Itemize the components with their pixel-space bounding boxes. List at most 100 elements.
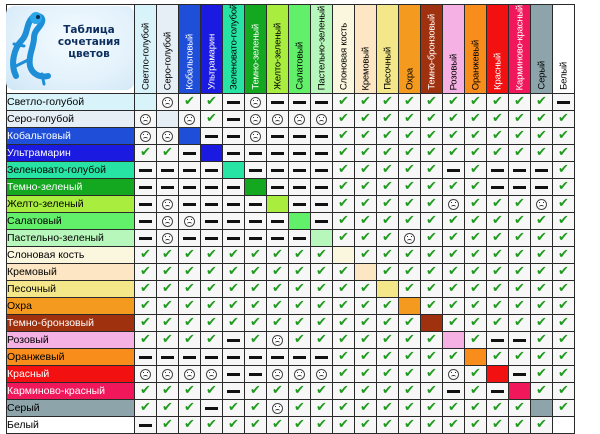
match-cell: ✔: [508, 263, 531, 281]
checkmark-icon: ✔: [536, 417, 547, 432]
row-header-label: Оранжевый: [6, 348, 135, 366]
match-cell: ✔: [464, 365, 487, 383]
match-cell: ✔: [178, 416, 201, 434]
checkmark-icon: ✔: [448, 315, 459, 330]
gecko-logo-icon: [10, 12, 51, 86]
dash-icon: [513, 372, 526, 376]
match-cell: [552, 93, 575, 111]
match-cell: ✔: [178, 93, 201, 111]
checkmark-icon: ✔: [250, 281, 261, 296]
match-cell: ✔: [332, 127, 355, 145]
checkmark-icon: ✔: [426, 298, 437, 313]
checkmark-icon: ✔: [272, 247, 283, 262]
checkmark-icon: ✔: [140, 264, 151, 279]
dash-icon: [205, 406, 218, 410]
checkmark-icon: ✔: [294, 281, 305, 296]
match-cell: ✔: [134, 246, 157, 264]
column-header-label: Светло-голубой: [140, 23, 151, 90]
column-header-label: Ультрамарин: [206, 34, 217, 90]
column-header-label: Карминово-красный: [514, 4, 525, 91]
checkmark-icon: ✔: [448, 179, 459, 194]
match-cell: ✔: [486, 280, 509, 298]
match-cell: ✔: [156, 246, 179, 264]
match-cell: ✔: [354, 93, 377, 111]
dash-icon: [315, 151, 328, 155]
match-cell: [134, 416, 157, 434]
checkmark-icon: ✔: [448, 94, 459, 109]
match-cell: [222, 110, 245, 128]
match-cell: ✔: [288, 280, 311, 298]
checkmark-icon: ✔: [558, 247, 569, 262]
table-row: Розовый ✔ ✔ ✔ ✔ ✔ ✔ ✔ ✔ ✔ ✔ ✔ ✔ ✔ ✔ ✔: [6, 331, 575, 349]
match-cell: ✔: [332, 416, 355, 434]
match-cell: ✔: [420, 348, 443, 366]
column-header: Серо-голубой: [156, 4, 179, 94]
match-cell: ✔: [376, 246, 399, 264]
match-cell: ✔: [398, 314, 421, 332]
checkmark-icon: ✔: [338, 315, 349, 330]
match-cell: [530, 195, 553, 213]
match-cell: ✔: [486, 212, 509, 230]
dash-icon: [293, 202, 306, 206]
checkmark-icon: ✔: [206, 247, 217, 262]
dash-icon: [249, 372, 262, 376]
match-cell: [486, 161, 509, 179]
dash-icon: [205, 168, 218, 172]
checkmark-icon: ✔: [184, 94, 195, 109]
title-text: Таблица сочетания цветов: [44, 24, 134, 60]
dash-icon: [205, 202, 218, 206]
match-cell: [266, 93, 289, 111]
checkmark-icon: ✔: [470, 298, 481, 313]
column-header: Оранжевый: [464, 4, 487, 94]
match-cell: ✔: [376, 314, 399, 332]
match-cell: ✔: [178, 331, 201, 349]
match-cell: ✔: [508, 348, 531, 366]
checkmark-icon: ✔: [426, 281, 437, 296]
match-cell: ✔: [288, 263, 311, 281]
match-cell: ✔: [420, 178, 443, 196]
match-cell: [266, 110, 289, 128]
match-cell: ✔: [552, 280, 575, 298]
match-cell: ✔: [376, 144, 399, 162]
checkmark-icon: ✔: [536, 94, 547, 109]
checkmark-icon: ✔: [316, 383, 327, 398]
checkmark-icon: ✔: [558, 111, 569, 126]
column-header: Розовый: [442, 4, 465, 94]
match-cell: ✔: [442, 110, 465, 128]
match-cell: [244, 195, 267, 213]
match-cell: [310, 178, 333, 196]
dash-icon: [227, 389, 240, 393]
match-cell: ✔: [288, 314, 311, 332]
match-cell: ✔: [332, 229, 355, 247]
checkmark-icon: ✔: [514, 315, 525, 330]
dash-icon: [271, 219, 284, 223]
checkmark-icon: ✔: [558, 332, 569, 347]
checkmark-icon: ✔: [558, 315, 569, 330]
match-cell: [134, 212, 157, 230]
match-cell: ✔: [134, 297, 157, 315]
match-cell: [486, 382, 509, 400]
checkmark-icon: ✔: [382, 332, 393, 347]
checkmark-icon: ✔: [360, 213, 371, 228]
dash-icon: [491, 389, 504, 393]
checkmark-icon: ✔: [184, 400, 195, 415]
match-cell: [134, 127, 157, 145]
match-cell: ✔: [156, 263, 179, 281]
table-row: Ультрамарин ✔ ✔ ✔ ✔ ✔ ✔ ✔ ✔ ✔ ✔ ✔ ✔ ✔: [6, 144, 575, 162]
checkmark-icon: ✔: [272, 281, 283, 296]
dash-icon: [227, 117, 240, 121]
match-cell: ✔: [156, 297, 179, 315]
match-cell: ✔: [420, 331, 443, 349]
row-header-label: Кобальтовый: [6, 127, 135, 145]
match-cell: [200, 195, 223, 213]
checkmark-icon: ✔: [426, 332, 437, 347]
match-cell: ✔: [310, 416, 333, 434]
match-cell: ✔: [420, 195, 443, 213]
dash-icon: [315, 134, 328, 138]
checkmark-icon: ✔: [514, 298, 525, 313]
checkmark-icon: ✔: [470, 417, 481, 432]
match-cell: ✔: [354, 365, 377, 383]
match-cell: [200, 212, 223, 230]
match-cell: [310, 144, 333, 162]
dash-icon: [491, 338, 504, 342]
